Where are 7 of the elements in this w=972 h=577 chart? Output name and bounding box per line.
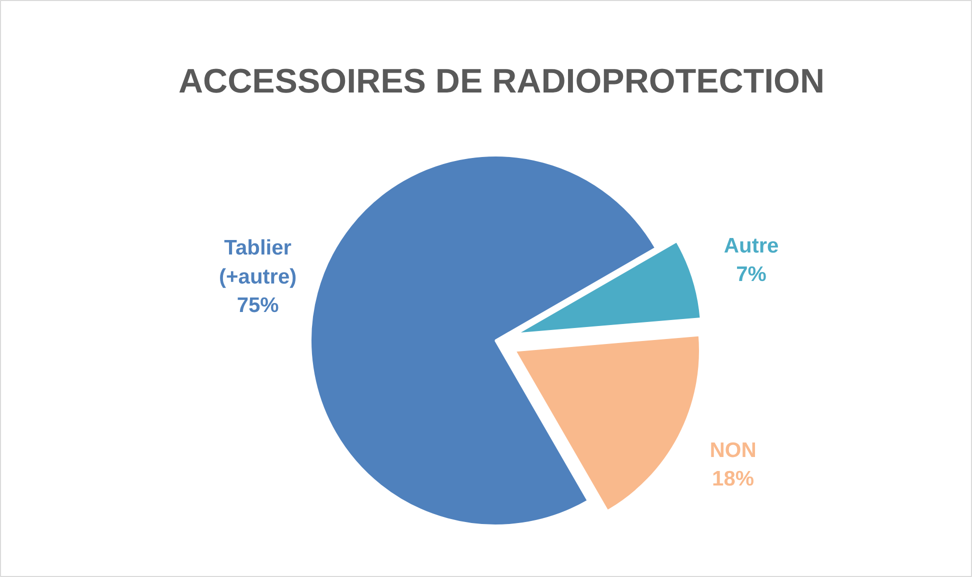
slice-label: Autre bbox=[724, 234, 779, 258]
chart-title: ACCESSOIRES DE RADIOPROTECTION bbox=[178, 62, 825, 100]
data-label: 18% bbox=[712, 468, 754, 491]
slice-label: NON bbox=[710, 438, 756, 462]
slice-label: Tablier (+autre) bbox=[219, 236, 297, 288]
data-label: 7% bbox=[736, 263, 767, 286]
data-label: 75% bbox=[236, 294, 280, 318]
